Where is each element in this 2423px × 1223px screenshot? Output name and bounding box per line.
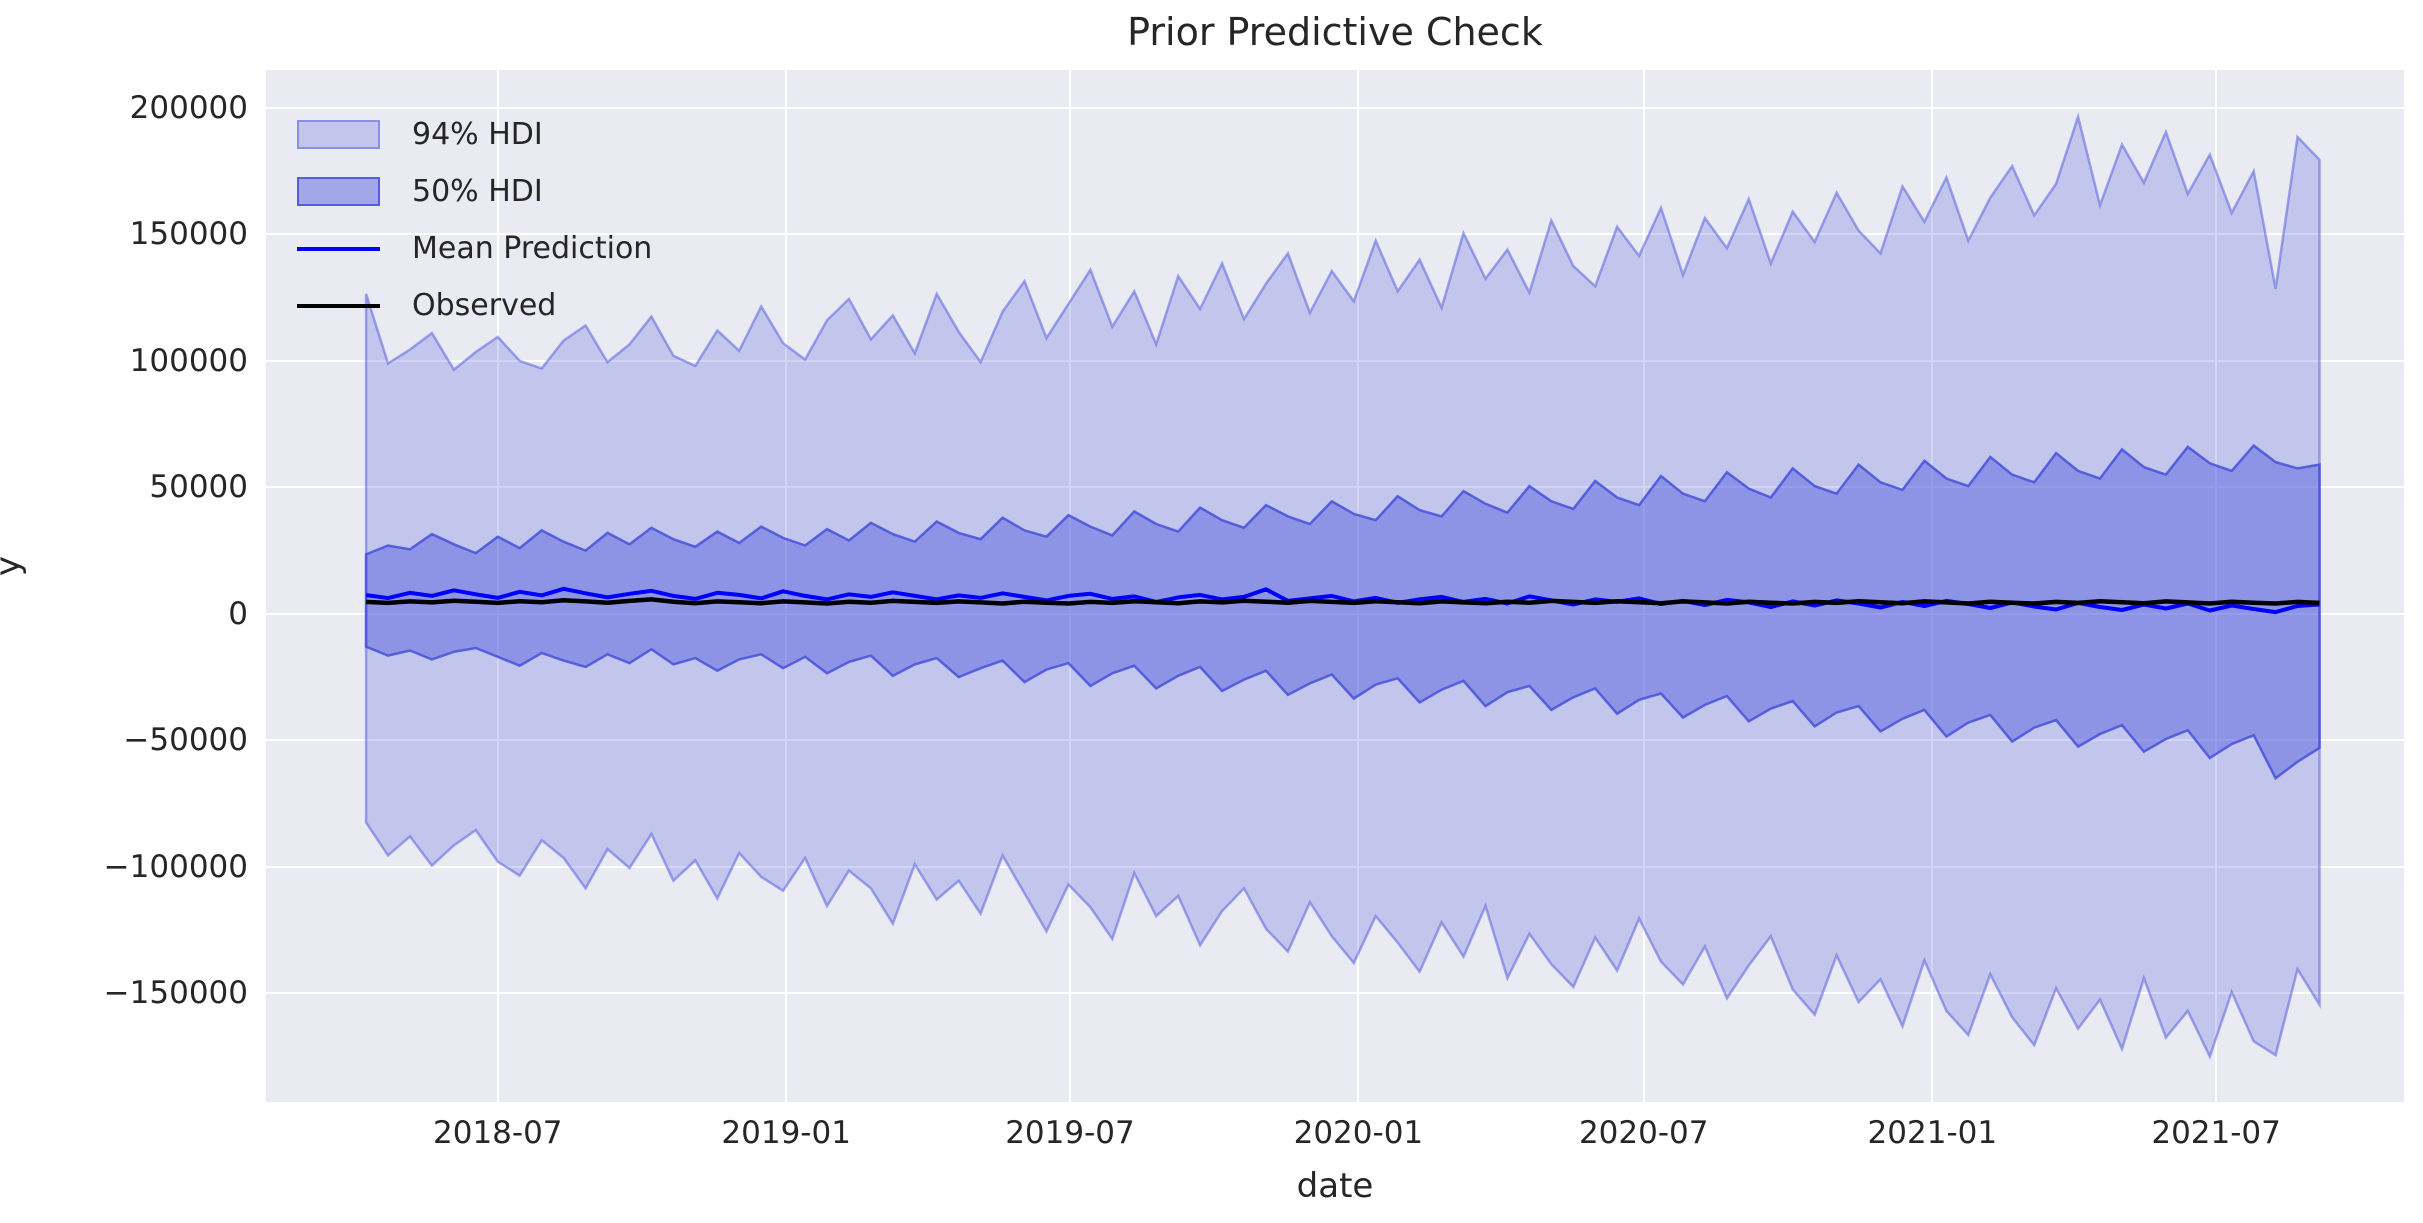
y-tick-label: 200000 bbox=[129, 89, 248, 126]
chart-canvas bbox=[364, 112, 2321, 1060]
y-axis-label: y bbox=[0, 546, 28, 586]
legend-label: Mean Prediction bbox=[412, 231, 653, 266]
legend: 94% HDI 50% HDI Mean Prediction Observed bbox=[297, 106, 652, 334]
gridline-horizontal bbox=[266, 865, 2404, 868]
legend-swatch-94-hdi bbox=[297, 120, 380, 149]
gridline-horizontal bbox=[266, 486, 2404, 489]
gridline-horizontal bbox=[266, 992, 2404, 995]
y-tick-label: −50000 bbox=[123, 722, 248, 759]
legend-line-mean-prediction bbox=[297, 246, 380, 251]
y-tick-label: −150000 bbox=[103, 975, 248, 1012]
y-tick-label: 100000 bbox=[129, 342, 248, 379]
y-tick-label: 0 bbox=[228, 595, 248, 632]
y-tick-label: 150000 bbox=[129, 216, 248, 253]
legend-row: Observed bbox=[297, 277, 652, 334]
legend-label: 94% HDI bbox=[412, 117, 543, 152]
x-tick-label: 2019-01 bbox=[721, 1115, 851, 1151]
hdi-50-band bbox=[364, 443, 2321, 781]
observed-line bbox=[365, 597, 2320, 606]
plot-area: 94% HDI 50% HDI Mean Prediction Observed bbox=[266, 70, 2404, 1102]
x-tick-label: 2019-07 bbox=[1005, 1115, 1135, 1151]
x-tick-label: 2021-01 bbox=[1867, 1115, 1998, 1151]
legend-label: Observed bbox=[412, 288, 557, 323]
legend-row: Mean Prediction bbox=[297, 220, 652, 277]
y-tick-label: −100000 bbox=[103, 848, 248, 885]
x-tick-label: 2018-07 bbox=[433, 1115, 563, 1151]
chart-title: Prior Predictive Check bbox=[1127, 10, 1543, 54]
gridline-horizontal bbox=[266, 359, 2404, 362]
legend-row: 94% HDI bbox=[297, 106, 652, 163]
legend-swatch-50-hdi bbox=[297, 177, 380, 206]
y-tick-label: 50000 bbox=[149, 469, 248, 506]
x-tick-label: 2021-07 bbox=[2151, 1115, 2281, 1151]
gridline-horizontal bbox=[266, 106, 2404, 109]
legend-label: 50% HDI bbox=[412, 174, 543, 209]
legend-line-observed bbox=[297, 303, 380, 308]
x-tick-label: 2020-07 bbox=[1578, 1115, 1709, 1151]
x-axis-label: date bbox=[1296, 1166, 1374, 1206]
gridline-horizontal bbox=[266, 233, 2404, 236]
mean-prediction-line bbox=[365, 586, 2320, 615]
legend-row: 50% HDI bbox=[297, 163, 652, 220]
x-tick-label: 2020-01 bbox=[1293, 1115, 1424, 1151]
gridline-horizontal bbox=[266, 739, 2404, 742]
